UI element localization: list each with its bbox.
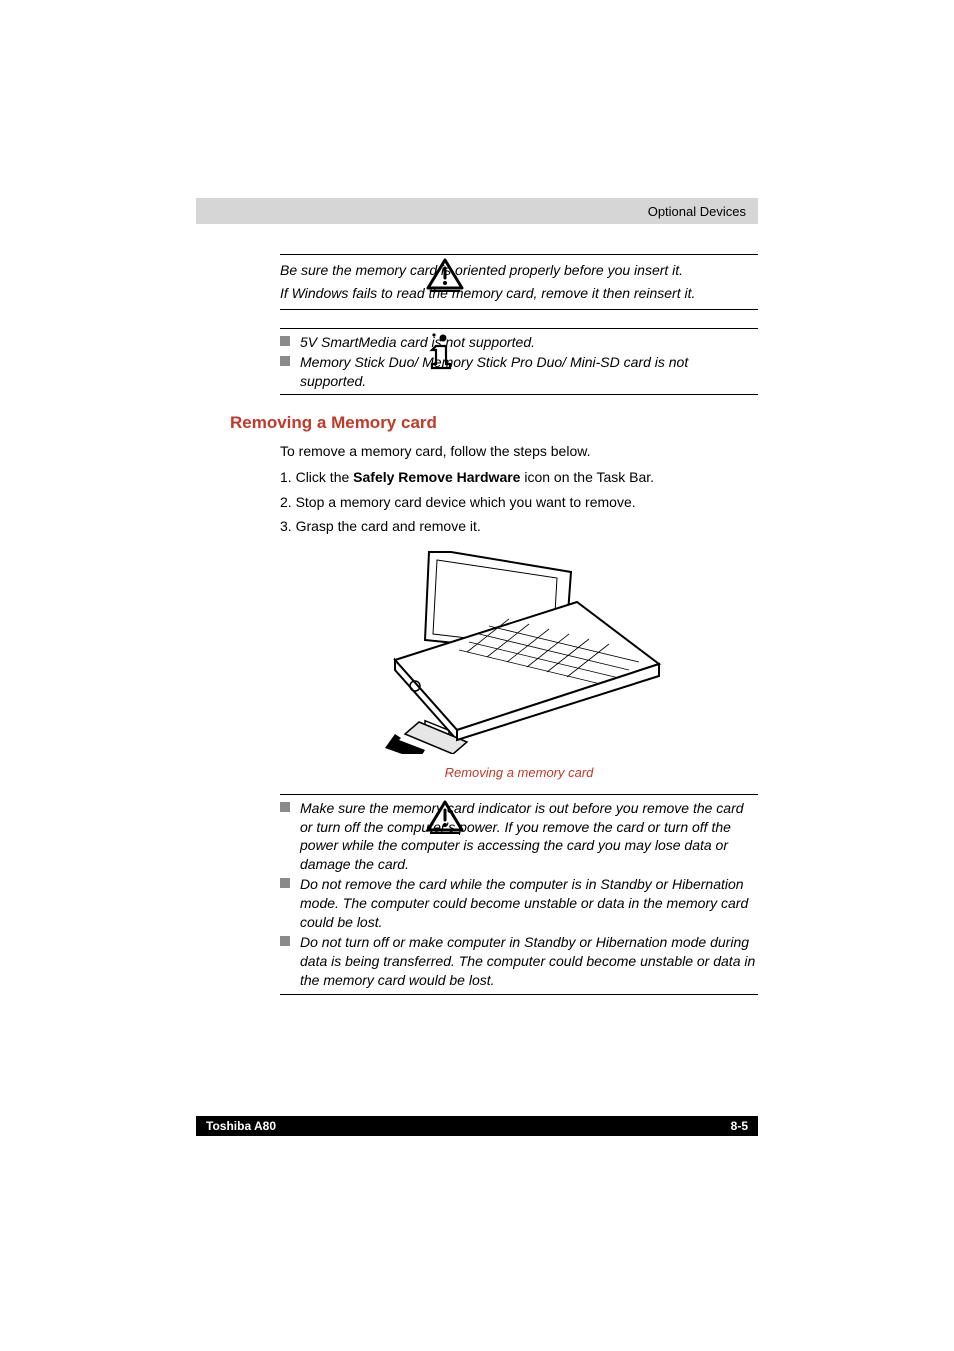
- figure: Removing a memory card: [280, 544, 758, 780]
- rule: [280, 994, 758, 995]
- bullet-text: Memory Stick Duo/ Memory Stick Pro Duo/ …: [300, 353, 758, 391]
- warning-icon: [426, 258, 468, 297]
- step-text: icon on the Task Bar.: [520, 469, 654, 485]
- notice-info: 5V SmartMedia card is not supported. Mem…: [196, 328, 758, 396]
- step-text: Stop a memory card device which you want…: [296, 494, 636, 510]
- header-section-label: Optional Devices: [648, 204, 746, 219]
- bullet-icon: [280, 802, 290, 812]
- step-bold: Safely Remove Hardware: [353, 469, 520, 485]
- step: 1. Click the Safely Remove Hardware icon…: [280, 466, 758, 488]
- step-text: Grasp the card and remove it.: [296, 518, 481, 534]
- laptop-illustration: [359, 544, 679, 754]
- bullet-text: Make sure the memory card indicator is o…: [300, 799, 758, 875]
- figure-caption: Removing a memory card: [280, 765, 758, 780]
- rule: [280, 254, 758, 255]
- rule: [280, 309, 758, 310]
- warning-bullet: Do not remove the card while the compute…: [280, 875, 758, 932]
- step-list: 1. Click the Safely Remove Hardware icon…: [280, 466, 758, 537]
- rule: [280, 394, 758, 395]
- rule: [280, 794, 758, 795]
- bullet-text: Do not remove the card while the compute…: [300, 875, 758, 932]
- bullet-icon: [280, 336, 290, 346]
- bullet-icon: [280, 936, 290, 946]
- step-text: Click the: [296, 469, 354, 485]
- bullet-text: Do not turn off or make computer in Stan…: [300, 933, 758, 990]
- step: 2. Stop a memory card device which you w…: [280, 491, 758, 513]
- footer-left: Toshiba A80: [206, 1119, 276, 1133]
- section-intro: To remove a memory card, follow the step…: [280, 441, 758, 462]
- footer-bar: Toshiba A80 8-5: [196, 1116, 758, 1136]
- step-num: 1.: [280, 469, 292, 485]
- info-icon: [426, 332, 468, 377]
- info-bullet: Memory Stick Duo/ Memory Stick Pro Duo/ …: [280, 353, 758, 391]
- section-heading: Removing a Memory card: [230, 413, 758, 433]
- footer-right: 8-5: [731, 1119, 748, 1133]
- info-bullet: 5V SmartMedia card is not supported.: [280, 333, 758, 352]
- bullet-icon: [280, 356, 290, 366]
- header-bar: Optional Devices: [196, 198, 758, 224]
- step-num: 2.: [280, 494, 292, 510]
- warning-icon: [426, 800, 468, 839]
- notice-line: If Windows fails to read the memory card…: [280, 282, 758, 305]
- notice-line: Be sure the memory card is oriented prop…: [280, 259, 758, 282]
- bullet-icon: [280, 878, 290, 888]
- rule: [280, 328, 758, 329]
- step: 3. Grasp the card and remove it.: [280, 515, 758, 537]
- warning-bullet: Make sure the memory card indicator is o…: [280, 799, 758, 875]
- page: Optional Devices Be sure the memory card…: [0, 0, 954, 1351]
- bullet-text: 5V SmartMedia card is not supported.: [300, 333, 535, 352]
- warning-bullet: Do not turn off or make computer in Stan…: [280, 933, 758, 990]
- step-num: 3.: [280, 518, 292, 534]
- notice-warning-1: Be sure the memory card is oriented prop…: [196, 254, 758, 310]
- notice-warning-2: Make sure the memory card indicator is o…: [196, 794, 758, 995]
